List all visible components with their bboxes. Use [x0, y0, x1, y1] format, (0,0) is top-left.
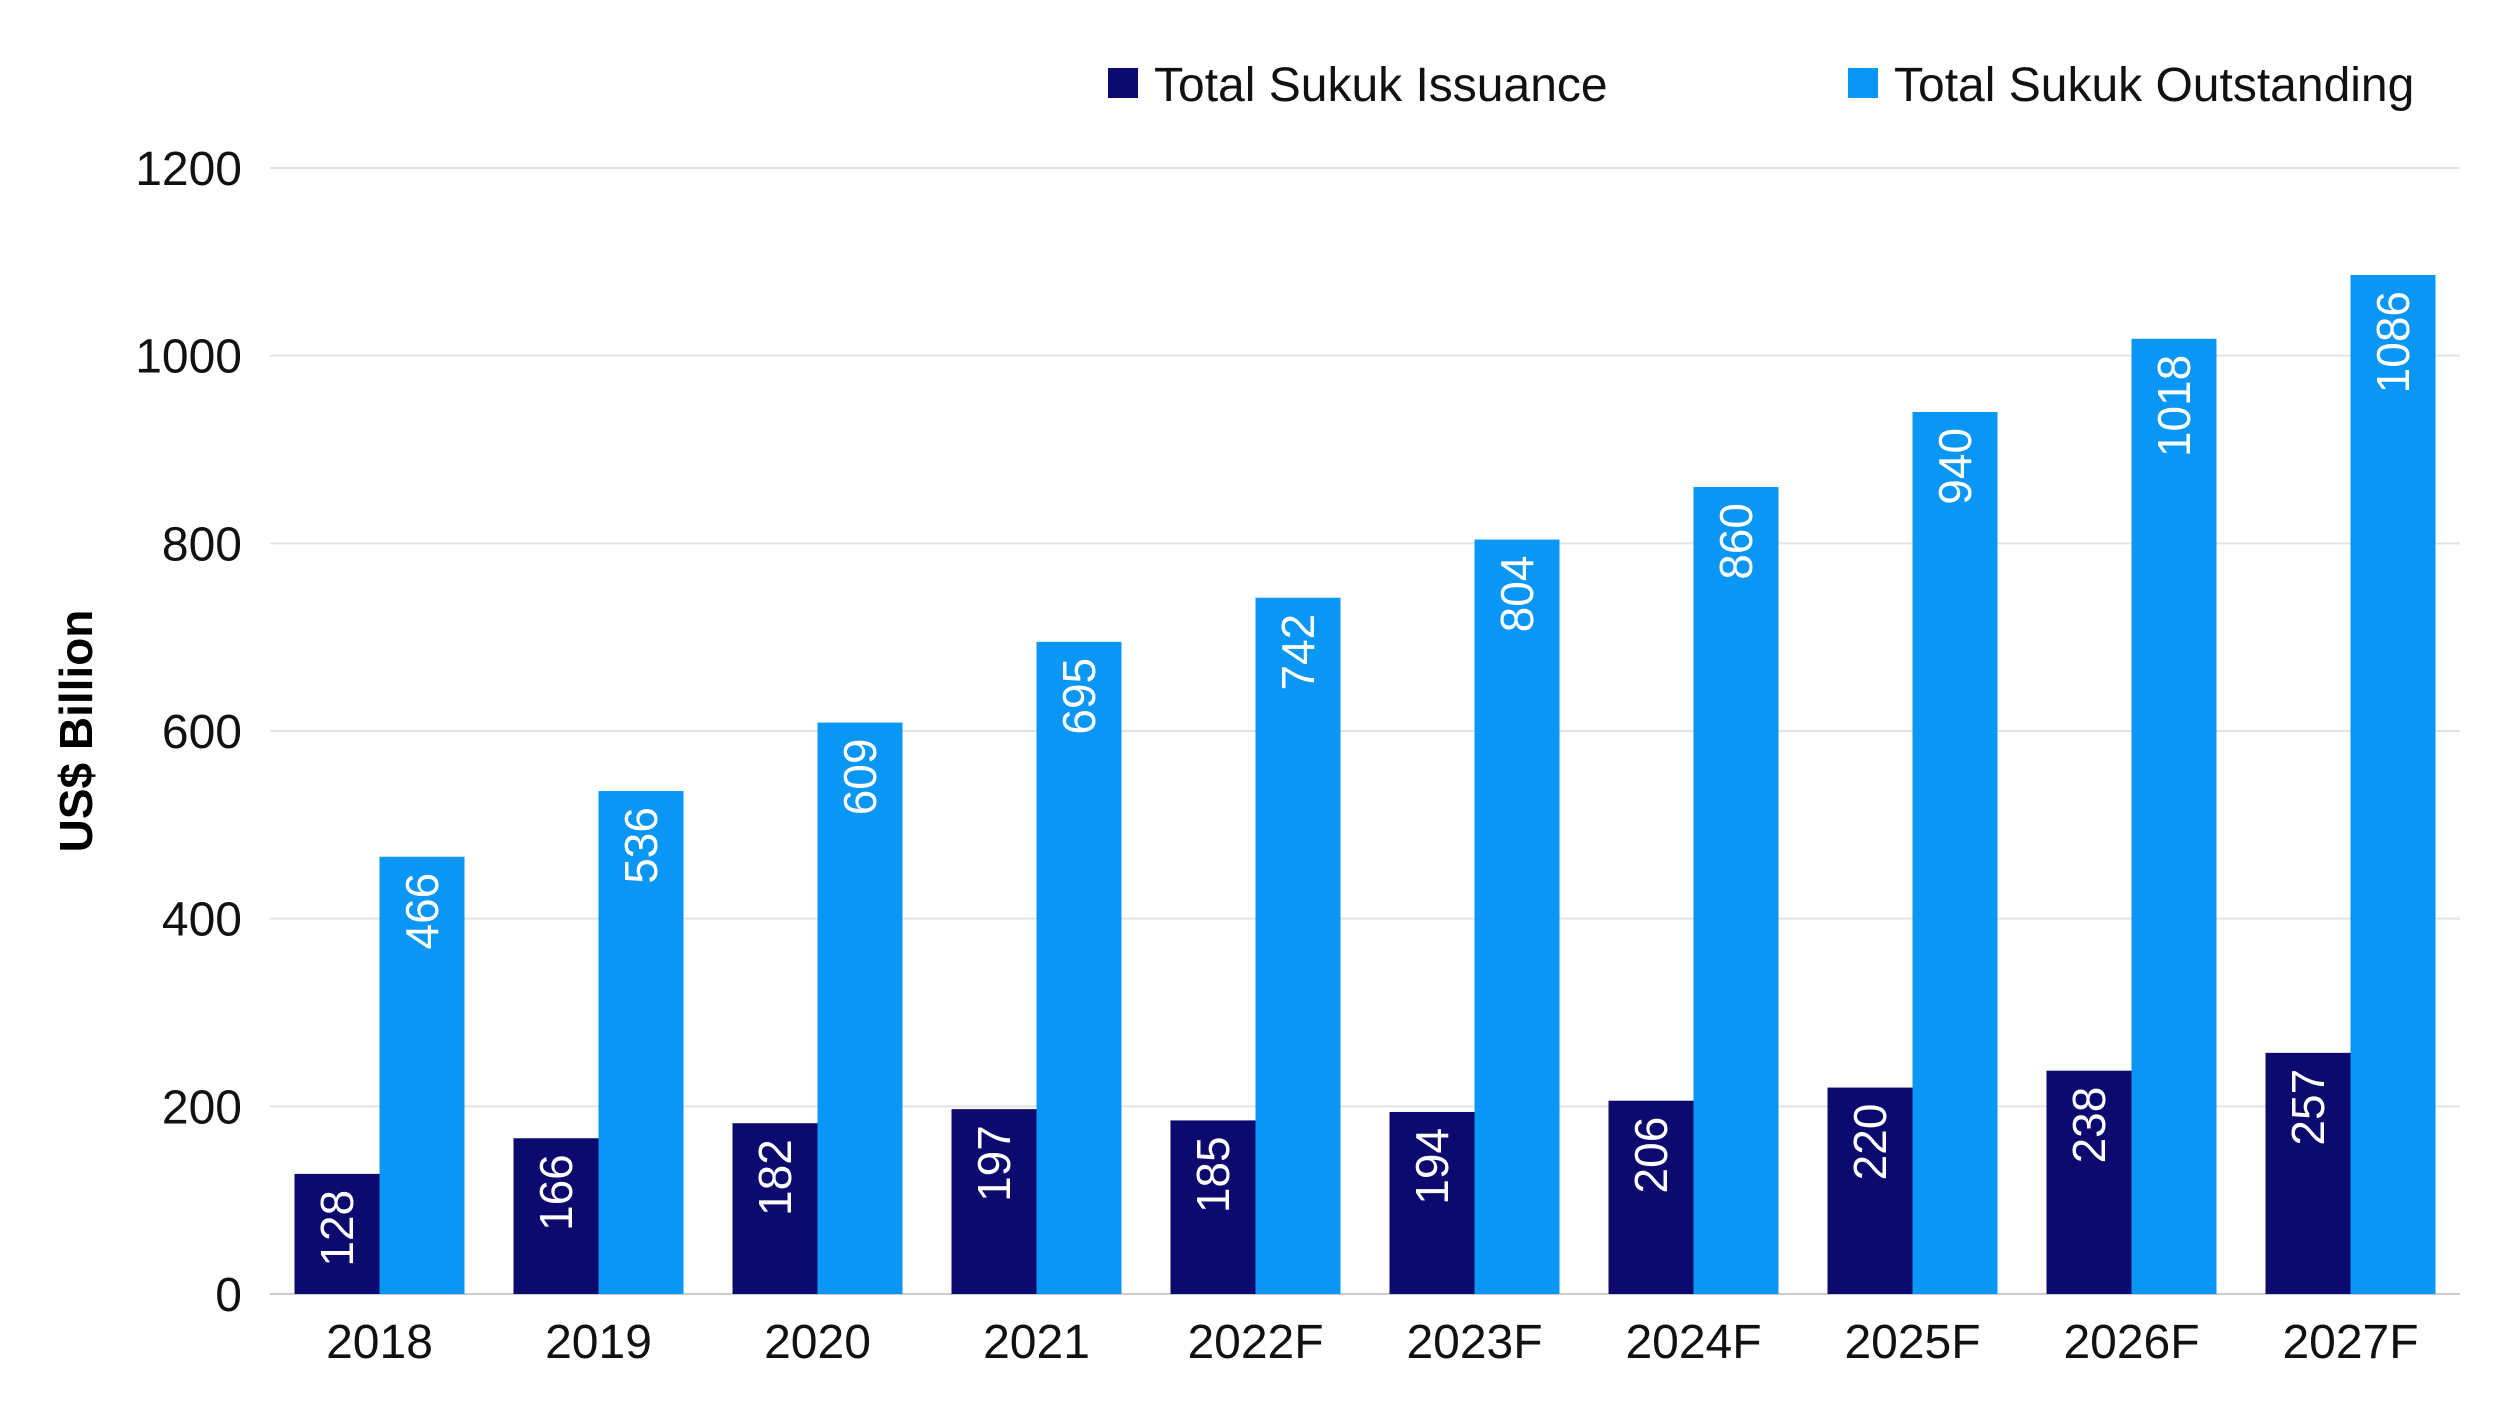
bar-outstanding: [2350, 274, 2436, 1295]
bars: 128 466 166 536 182 609 197 695 185 742 194 804 206 8…: [294, 274, 2436, 1295]
legend: Total Sukuk Issuance Total Sukuk Outstand…: [1108, 59, 2414, 112]
bar-outstanding: [1255, 597, 1341, 1294]
bar-outstanding: [2131, 338, 2217, 1294]
x-tick-label: 2025F: [1844, 1316, 1980, 1369]
bar-issuance: [294, 1173, 380, 1294]
bar-label-issuance: 206: [1625, 1117, 1677, 1194]
bar-label-issuance: 220: [1844, 1104, 1896, 1181]
bar-label-issuance: 197: [968, 1125, 1020, 1202]
bar-label-outstanding: 860: [1710, 503, 1762, 580]
bar-outstanding: [598, 791, 684, 1294]
bar-outstanding: [1036, 641, 1122, 1294]
bar-label-outstanding: 1086: [2367, 291, 2419, 393]
bar-issuance: [2046, 1070, 2132, 1294]
y-tick-label: 200: [162, 1081, 242, 1134]
x-tick-label: 2020: [764, 1316, 871, 1369]
bar-outstanding: [1912, 411, 1998, 1294]
bar-label-outstanding: 804: [1491, 556, 1543, 633]
y-tick-label: 1000: [135, 331, 242, 384]
x-tick-label: 2023F: [1406, 1316, 1542, 1369]
bar-label-issuance: 166: [530, 1154, 582, 1231]
x-tick-label: 2027F: [2282, 1316, 2418, 1369]
legend-swatch-issuance: [1108, 68, 1138, 98]
bar-issuance: [1827, 1087, 1913, 1294]
bar-outstanding: [1474, 539, 1560, 1294]
bar-label-issuance: 194: [1406, 1128, 1458, 1205]
bar-issuance: [2265, 1052, 2351, 1294]
bar-issuance: [1608, 1100, 1694, 1294]
bar-label-outstanding: 609: [834, 739, 886, 816]
x-axis-ticks: 2018 2019 2020 2021 2022F 2023F 2024F 2025F 2026…: [326, 1316, 2418, 1369]
bar-label-issuance: 238: [2063, 1087, 2115, 1164]
bar-label-issuance: 128: [311, 1190, 363, 1267]
x-tick-label: 2022F: [1187, 1316, 1323, 1369]
y-axis-title: US$ Billion: [50, 610, 102, 853]
y-tick-label: 600: [162, 706, 242, 759]
bar-label-issuance: 185: [1187, 1136, 1239, 1213]
bar-outstanding: [1693, 487, 1779, 1294]
y-tick-label: 800: [162, 518, 242, 571]
bar-issuance: [1389, 1111, 1475, 1294]
x-tick-label: 2021: [983, 1316, 1090, 1369]
bar-label-issuance: 182: [749, 1139, 801, 1216]
bar-label-outstanding: 1018: [2148, 355, 2200, 457]
y-tick-label: 1200: [135, 143, 242, 196]
x-tick-label: 2018: [326, 1316, 433, 1369]
bar-issuance: [513, 1138, 599, 1294]
bar-label-outstanding: 940: [1929, 428, 1981, 505]
legend-label-issuance: Total Sukuk Issuance: [1154, 59, 1608, 112]
bar-outstanding: [379, 856, 465, 1294]
bar-outstanding: [817, 722, 903, 1294]
y-tick-label: 400: [162, 894, 242, 947]
y-axis-ticks: 0 200 400 600 800 1000 1200: [135, 143, 242, 1322]
bar-label-outstanding: 742: [1272, 614, 1324, 691]
legend-label-outstanding: Total Sukuk Outstanding: [1894, 59, 2414, 112]
x-tick-label: 2024F: [1625, 1316, 1761, 1369]
bar-label-issuance: 257: [2282, 1069, 2334, 1146]
bar-label-outstanding: 466: [396, 873, 448, 950]
legend-swatch-outstanding: [1848, 68, 1878, 98]
bar-issuance: [951, 1109, 1037, 1294]
bar-label-outstanding: 695: [1053, 658, 1105, 735]
x-tick-label: 2026F: [2063, 1316, 2199, 1369]
y-tick-label: 0: [215, 1269, 242, 1322]
bar-issuance: [732, 1123, 818, 1294]
bar-issuance: [1170, 1120, 1256, 1294]
x-tick-label: 2019: [545, 1316, 652, 1369]
bar-label-outstanding: 536: [615, 807, 667, 884]
